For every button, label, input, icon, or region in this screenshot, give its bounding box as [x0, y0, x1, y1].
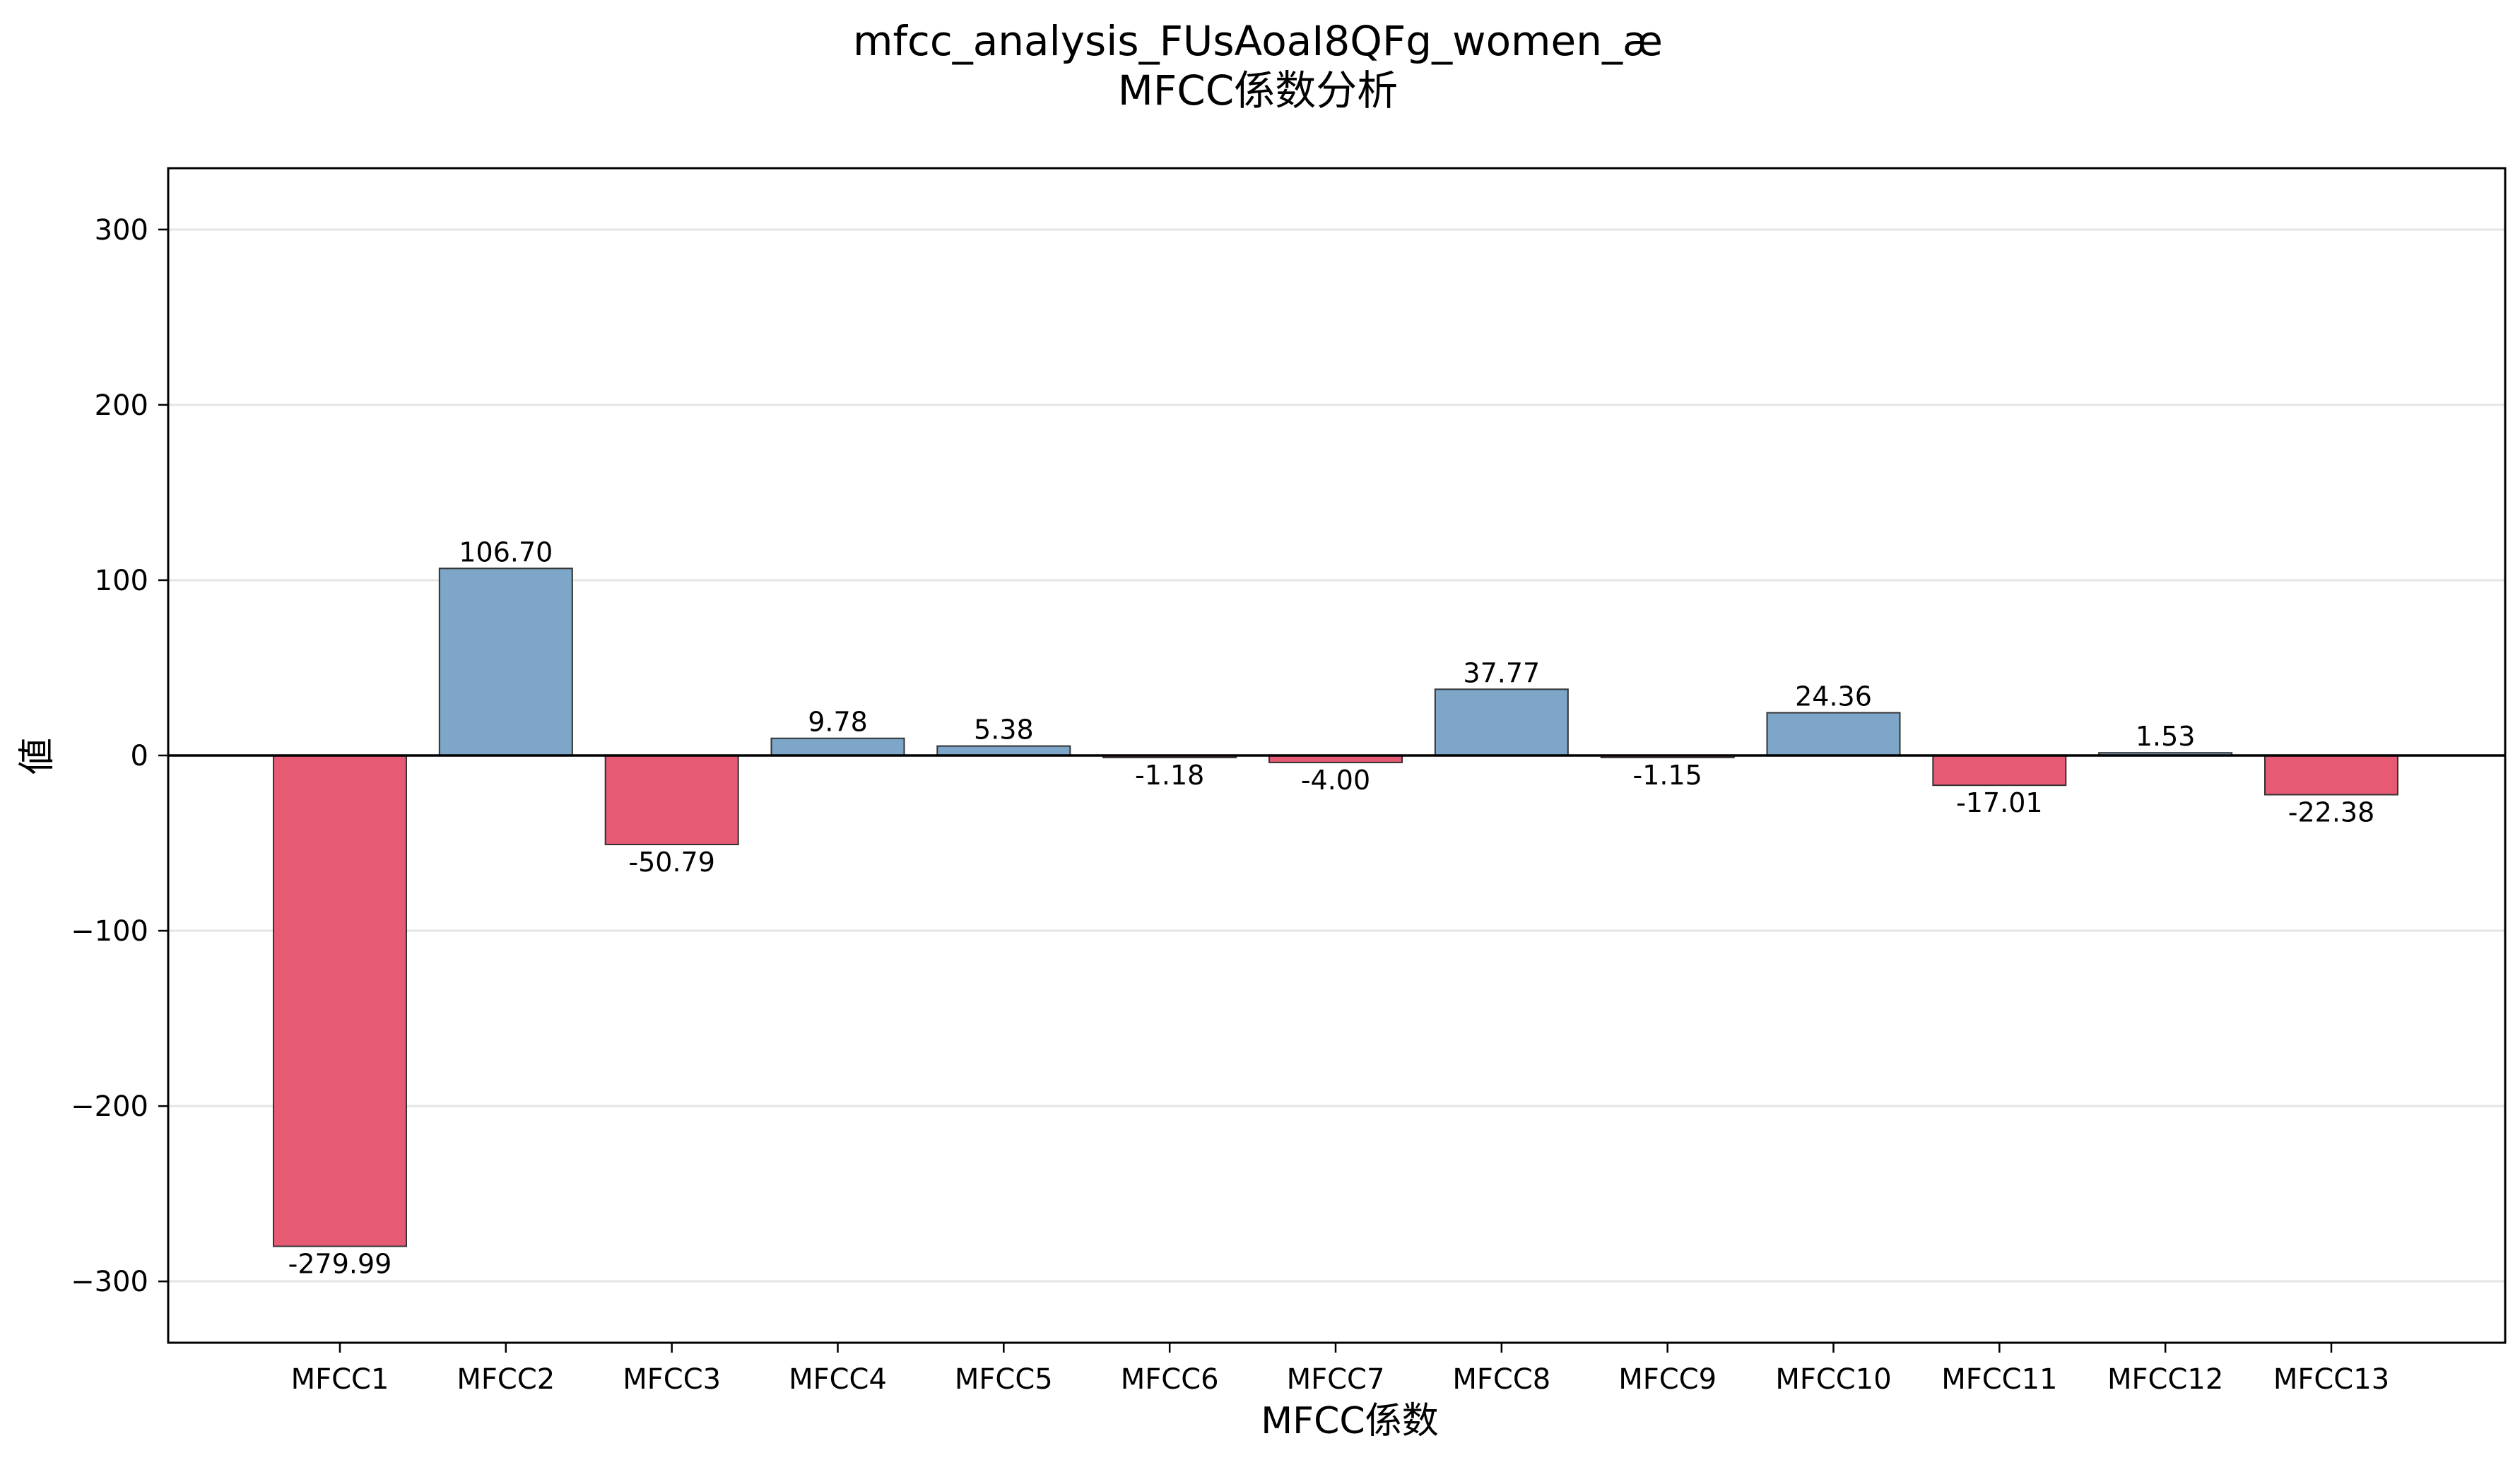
bar-mfcc5 [936, 745, 1071, 757]
x-tick-label: MFCC13 [2273, 1363, 2389, 1396]
data-label: 5.38 [974, 714, 1034, 746]
data-label: -1.15 [1633, 760, 1702, 791]
data-label: 1.53 [2136, 721, 2196, 752]
x-axis-ticks: MFCC1 MFCC2 MFCC3 MFCC4 MFCC5 MFCC6 MFCC7 MFCC8… [291, 1343, 2389, 1396]
y-axis-label: 値 [16, 738, 59, 775]
bar-mfcc8 [1434, 688, 1569, 757]
x-tick-label: MFCC3 [623, 1363, 721, 1396]
x-tick-label: MFCC9 [1618, 1363, 1717, 1396]
y-tick-label: 0 [131, 740, 148, 772]
y-tick-label: 300 [95, 214, 148, 247]
x-tick-label: MFCC2 [457, 1363, 555, 1396]
x-tick-label: MFCC11 [1941, 1363, 2057, 1396]
data-label: -50.79 [628, 847, 715, 878]
y-tick-label: −300 [71, 1266, 148, 1298]
data-label: 24.36 [1795, 681, 1872, 712]
data-label: 37.77 [1463, 657, 1540, 688]
data-label: -22.38 [2288, 797, 2375, 828]
chart-subtitle: MFCC係数分析 [1118, 66, 1398, 114]
x-tick-label: MFCC5 [955, 1363, 1053, 1396]
y-tick-label: 200 [95, 389, 148, 422]
x-tick-label: MFCC7 [1287, 1363, 1385, 1396]
bar-mfcc11 [1932, 755, 2067, 787]
x-tick-label: MFCC6 [1121, 1363, 1219, 1396]
data-label: 106.70 [459, 536, 553, 567]
y-tick-label: −200 [71, 1090, 148, 1123]
bar-mfcc10 [1766, 712, 1901, 756]
x-axis-label: MFCC係数 [1261, 1400, 1438, 1442]
y-tick-label: 100 [95, 565, 148, 597]
y-tick-label: −100 [71, 915, 148, 948]
data-label: 9.78 [808, 707, 868, 738]
data-labels: -279.99 106.70 -50.79 9.78 5.38 -1.18 -4.00 37.… [288, 536, 2375, 1279]
bar-mfcc13 [2264, 755, 2398, 796]
bar-mfcc3 [604, 755, 739, 845]
y-axis-ticks: −300 −200 −100 0 100 200 300 [71, 214, 168, 1298]
data-label: -4.00 [1301, 765, 1370, 796]
data-label: -1.18 [1135, 760, 1204, 791]
x-tick-label: MFCC10 [1775, 1363, 1891, 1396]
x-tick-label: MFCC1 [291, 1363, 389, 1396]
chart-title: mfcc_analysis_FUsAoaI8QFg_women_æ [853, 17, 1663, 65]
bar-mfcc1 [273, 755, 407, 1247]
x-tick-label: MFCC12 [2107, 1363, 2223, 1396]
data-label: -279.99 [288, 1249, 392, 1280]
data-label: -17.01 [1956, 787, 2043, 818]
x-tick-label: MFCC8 [1452, 1363, 1550, 1396]
bars [273, 567, 2398, 1247]
x-tick-label: MFCC4 [789, 1363, 887, 1396]
bar-mfcc2 [438, 567, 573, 756]
bar-mfcc4 [770, 737, 905, 756]
